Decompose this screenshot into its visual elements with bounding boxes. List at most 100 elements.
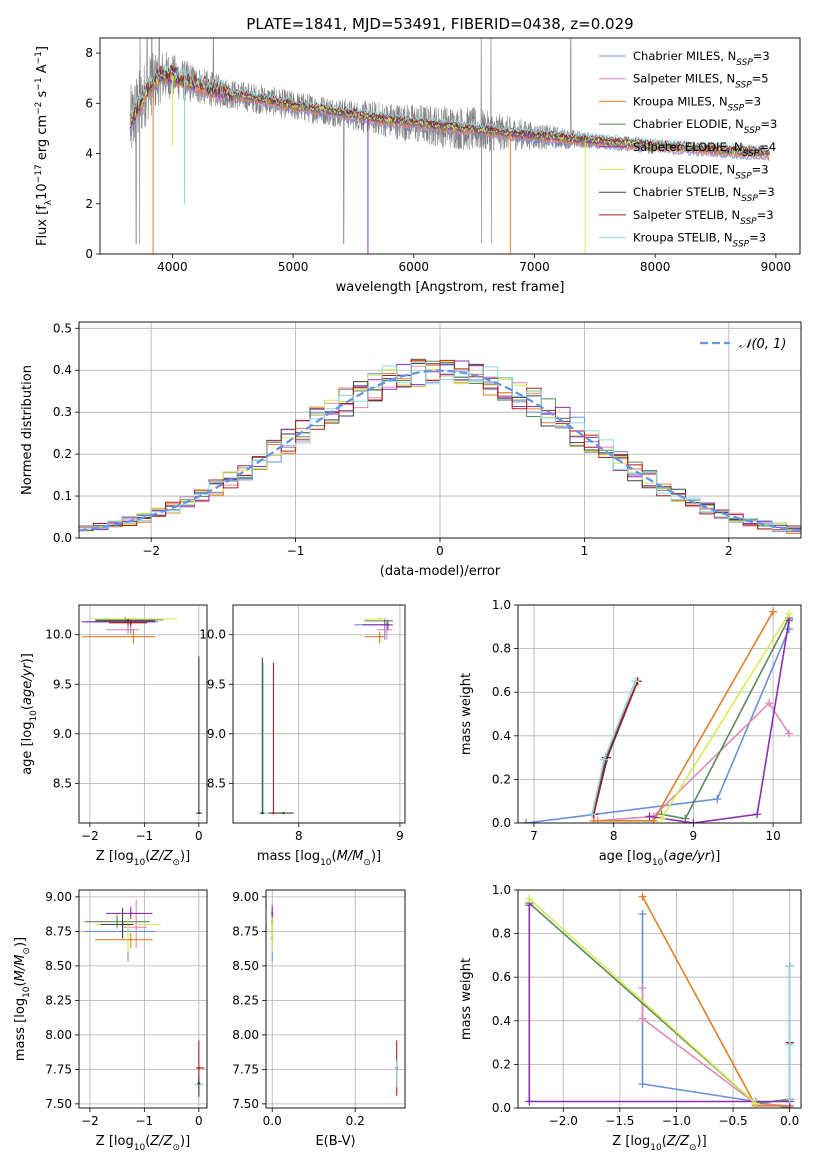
- legend-label-normal: 𝒩(0, 1): [739, 337, 786, 352]
- y-tick-label: 0.2: [492, 1057, 511, 1071]
- y-tick-label: 0.6: [492, 685, 511, 699]
- marker-kroupa-miles: [769, 607, 778, 616]
- y-axis-label: age [log10(age/yr)]: [20, 653, 39, 775]
- x-tick-label: 0: [195, 1114, 203, 1128]
- legend-label-kroupa-miles: Kroupa MILES, NSSP=3: [633, 94, 761, 113]
- axes-frame: [78, 321, 802, 539]
- x-tick-label: −1.5: [605, 1114, 634, 1128]
- y-tick-label: 8.75: [232, 924, 259, 938]
- x-tick-label: −1.0: [662, 1114, 691, 1128]
- x-axis-label: age [log10(age/yr)]: [599, 849, 721, 868]
- y-tick-label: 0.4: [53, 363, 72, 377]
- mass-vs-ebv-plot-area: [271, 903, 398, 1096]
- legend-label-salpeter-miles: Salpeter MILES, NSSP=5: [633, 72, 769, 91]
- marker-kroupa-stelib: [785, 1040, 794, 1049]
- model-spectrum-chabrier-stelib: [129, 66, 770, 154]
- marker-kroupa-elodie: [751, 1099, 760, 1108]
- x-tick-label: 5000: [278, 260, 309, 274]
- y-tick-label: 8.50: [45, 959, 72, 973]
- x-tick-label: −2: [81, 829, 99, 843]
- mass-vs-Z-panel: −2 −1 0 7.50 7.75 8.00 8.25 8.50 8.75 9.00 Z [log1…: [13, 889, 208, 1153]
- y-tick-label: 8.5: [53, 776, 72, 790]
- x-tick-label: −1: [136, 1114, 154, 1128]
- marker-kroupa-stelib: [588, 810, 597, 819]
- y-tick-label: 0.8: [492, 927, 511, 941]
- marker-salpeter-miles: [785, 729, 794, 738]
- x-tick-label: 0.2: [346, 1114, 365, 1128]
- y-tick-label: 8.00: [45, 1028, 72, 1042]
- y-axis-label: mass weight: [459, 673, 474, 755]
- legend-label-kroupa-stelib: Kroupa STELIB, NSSP=3: [633, 231, 766, 250]
- marker-salpeter-miles: [638, 1014, 647, 1023]
- x-tick-label: 4000: [157, 260, 188, 274]
- marker-kroupa-miles: [638, 892, 647, 901]
- x-tick-label: −1: [287, 544, 305, 558]
- y-axis-label: mass [log10(M/M⊙)]: [13, 937, 32, 1061]
- y-tick-label: 8.75: [45, 924, 72, 938]
- marker-chabrier-miles: [521, 819, 530, 823]
- x-axis-label: E(B-V): [315, 1134, 355, 1149]
- legend-label-chabrier-elodie: Chabrier ELODIE, NSSP=3: [633, 117, 777, 136]
- point-salpeter-stelib: [197, 1066, 201, 1070]
- age-vs-mass-plot-area: [258, 616, 393, 815]
- legend-label-chabrier-miles: Chabrier MILES, NSSP=3: [633, 49, 770, 68]
- x-tick-label: 1: [581, 544, 589, 558]
- marker-salpeter-miles: [638, 984, 647, 993]
- marker-salpeter-elodie: [645, 812, 654, 821]
- marker-salpeter-elodie: [689, 819, 698, 823]
- y-axis-label: Normed distribution: [20, 365, 35, 495]
- marker-kroupa-elodie: [525, 894, 534, 903]
- marker-chabrier-miles: [638, 1080, 647, 1089]
- series-salpeter-miles: [597, 701, 790, 822]
- y-tick-label: 0.0: [492, 816, 511, 830]
- marker-kroupa-elodie: [785, 609, 794, 618]
- y-tick-label: 7.75: [45, 1062, 72, 1076]
- point-chabrier-stelib: [282, 811, 285, 815]
- y-tick-label: 6: [85, 96, 93, 110]
- point-salpeter-elodie: [129, 912, 132, 915]
- y-tick-label: 7.50: [232, 1097, 259, 1111]
- marker-chabrier-miles: [713, 795, 722, 804]
- point-kroupa-miles: [132, 635, 135, 638]
- y-tick-label: 0.4: [492, 1014, 511, 1028]
- point-kroupa-stelib: [395, 1072, 398, 1075]
- age-vs-Z-panel: −2 −1 0 8.5 9.0 9.5 10.0 Z [log10(Z/Z⊙)] age [lo…: [20, 604, 208, 868]
- y-tick-label: 1.0: [492, 598, 511, 612]
- x-axis-label: Z [log10(Z/Z⊙)]: [96, 1134, 190, 1153]
- spectrum-legend: Chabrier MILES, NSSP=3 Salpeter MILES, NS…: [599, 49, 777, 250]
- x-tick-label: −2.0: [549, 1114, 578, 1128]
- y-tick-label: 7.50: [45, 1097, 72, 1111]
- legend-label-salpeter-stelib: Salpeter STELIB, NSSP=3: [633, 208, 774, 227]
- point-kroupa-miles: [129, 938, 132, 941]
- axes-frame: [78, 889, 208, 1109]
- y-tick-label: 9.00: [45, 890, 72, 904]
- x-tick-label: 9000: [761, 260, 792, 274]
- weight-vs-age-plot-area: [521, 607, 794, 823]
- point-kroupa-elodie: [132, 617, 135, 621]
- y-tick-label: 9.5: [207, 677, 226, 691]
- x-tick-label: 8: [610, 829, 618, 843]
- axes-frame: [265, 889, 406, 1109]
- y-tick-label: 4: [85, 147, 93, 161]
- axes-frame: [232, 604, 406, 824]
- model-spectrum-chabrier-elodie: [130, 70, 770, 158]
- x-tick-label: −2: [142, 544, 160, 558]
- weight-vs-Z-panel: −2.0 −1.5 −1.0 −0.5 0.0 0.0 0.2 0.4 0.6 0.8 1.0 Z […: [459, 883, 802, 1153]
- point-kroupa-elodie: [271, 923, 274, 926]
- legend-label-kroupa-elodie: Kroupa ELODIE, NSSP=3: [633, 163, 769, 182]
- point-salpeter-miles: [134, 926, 138, 929]
- marker-kroupa-miles: [649, 816, 658, 823]
- age-vs-mass-panel: 8 9 8.5 9.0 9.5 10.0 mass [log10(M/M⊙)]: [199, 604, 406, 868]
- point-salpeter-stelib: [272, 811, 275, 815]
- y-tick-label: 8: [85, 46, 93, 60]
- histogram-kroupa-stelib: [79, 362, 801, 536]
- y-tick-label: 8.25: [232, 993, 259, 1007]
- marker-chabrier-miles: [785, 624, 794, 633]
- point-salpeter-elodie: [271, 912, 274, 915]
- y-tick-label: 0: [85, 247, 93, 261]
- point-chabrier-stelib: [197, 1081, 201, 1085]
- y-tick-label: 8.50: [232, 959, 259, 973]
- x-tick-label: 9: [690, 829, 698, 843]
- y-tick-label: 0.5: [53, 321, 72, 335]
- x-tick-label: −1: [136, 829, 154, 843]
